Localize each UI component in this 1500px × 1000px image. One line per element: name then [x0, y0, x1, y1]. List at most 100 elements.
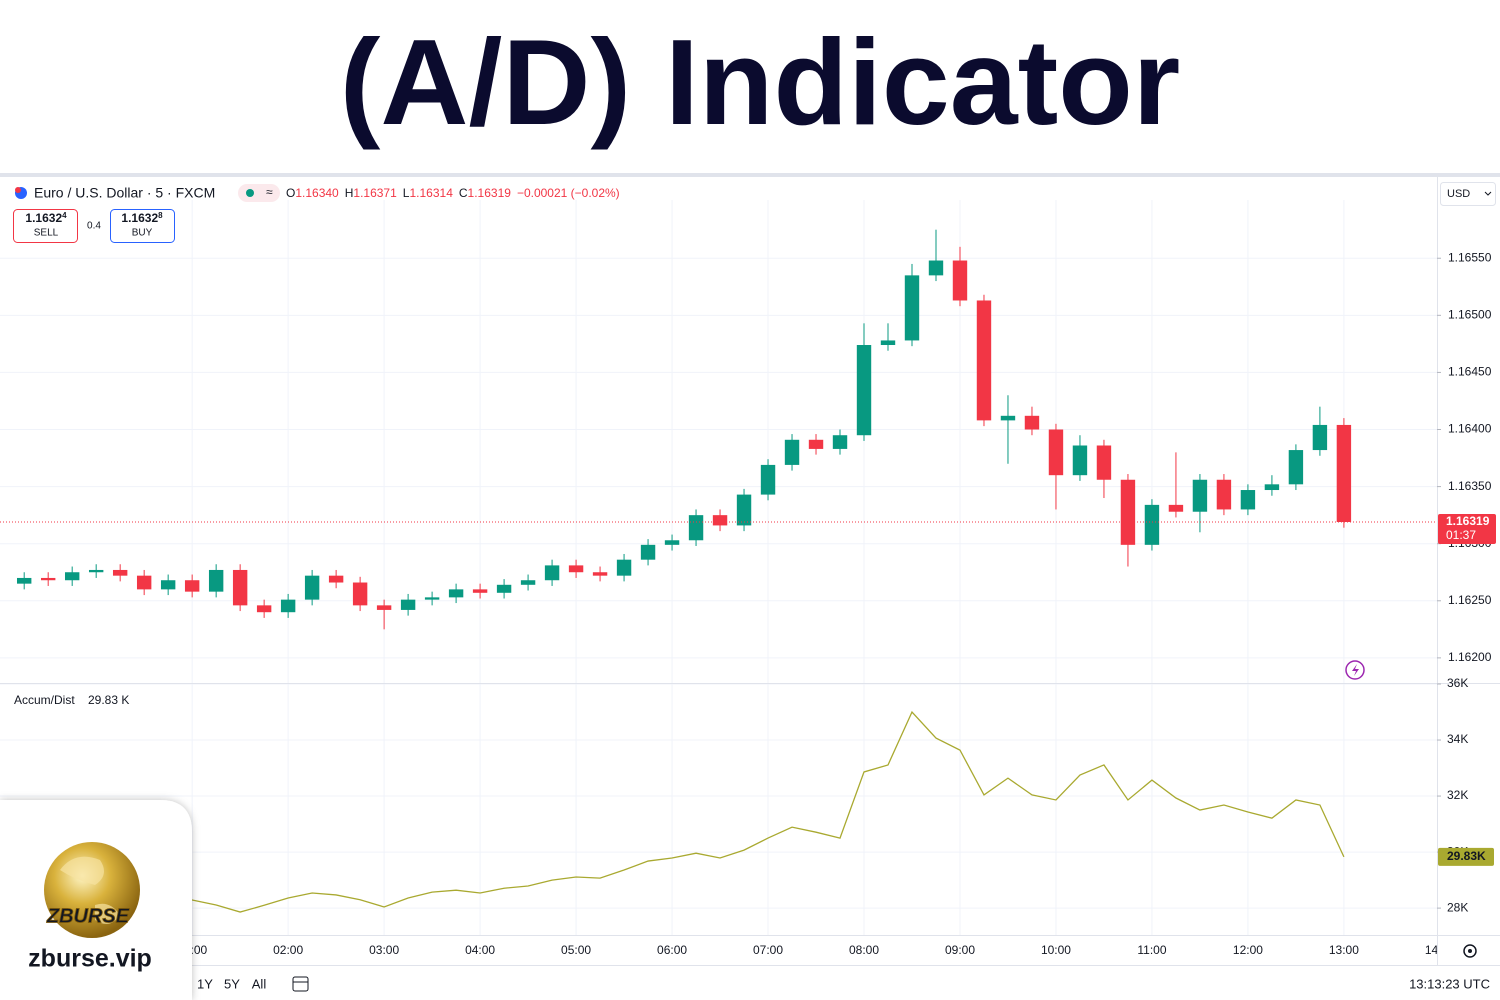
x-tick-label: 09:00 [945, 943, 975, 957]
candle-body [640, 544, 656, 560]
candle-body [1000, 415, 1016, 421]
candle-body [256, 605, 272, 613]
candle-body [736, 494, 752, 526]
candle-body [904, 275, 920, 341]
candle-body [448, 589, 464, 598]
candle-body [304, 575, 320, 600]
x-tick-label: 12:00 [1233, 943, 1263, 957]
candle-body [976, 300, 992, 421]
candle-body [1096, 445, 1112, 480]
sell-button[interactable] [13, 209, 78, 243]
ad-plot [24, 710, 1345, 913]
x-tick-label: 11:00 [1137, 943, 1166, 957]
symbol-name[interactable]: Euro / U.S. Dollar · 5 · FXCM [34, 185, 215, 201]
candle-body [1264, 484, 1280, 491]
market-open-dot [246, 189, 254, 197]
ohlc-key: C [459, 186, 468, 200]
logo-brand: ZBURSE [46, 905, 130, 927]
x-tick-label: 14:00 [1425, 943, 1455, 957]
candle-body [1144, 504, 1160, 545]
candle-body [112, 569, 128, 576]
candle-body [1024, 415, 1040, 430]
ohlc-text: O1.16340 H1.16371 L1.16314 C1.16319 −0.00021… [286, 186, 620, 200]
candle-body [664, 540, 680, 545]
last-value-label: 29.83K [1447, 849, 1486, 863]
range-button[interactable]: All [252, 976, 267, 991]
spread: 0.4 [87, 221, 101, 232]
candle-body [1048, 429, 1064, 476]
currency-button[interactable] [1440, 182, 1496, 206]
y-tick-label: 1.16400 [1448, 422, 1492, 436]
candle-body [184, 580, 200, 592]
candle-body [496, 584, 512, 593]
sell-price[interactable]: 1.16324 [25, 211, 67, 225]
y-tick-label: 36K [1447, 676, 1468, 690]
price-pip: 4 [62, 211, 67, 220]
alert-bolt [1352, 664, 1359, 676]
status-pill[interactable] [238, 184, 280, 202]
candle-body [280, 599, 296, 613]
candle-body [352, 582, 368, 606]
candle-body [1192, 479, 1208, 512]
price-main: 1.1632 [121, 211, 158, 225]
buy-label[interactable]: BUY [132, 228, 153, 239]
candle-body [784, 439, 800, 465]
candle-body [64, 572, 80, 581]
indicator-name[interactable]: Accum/Dist [14, 693, 75, 707]
candle-body [16, 577, 32, 584]
range-button[interactable]: 1Y [197, 976, 213, 991]
ohlc-value: 1.16340 [295, 186, 339, 200]
candle-body [1240, 490, 1256, 510]
calendar-icon[interactable] [292, 976, 309, 992]
candle-body [688, 515, 704, 541]
x-tick-label: 02:00 [273, 943, 303, 957]
candle-body [400, 599, 416, 610]
candle-body [1072, 445, 1088, 476]
symbol-flag-dot [15, 187, 21, 193]
currency-caret [1484, 191, 1492, 196]
ohlc-value: 1.16371 [353, 186, 397, 200]
settings-icon-center [1468, 949, 1472, 953]
x-tick-label: 04:00 [465, 943, 495, 957]
y-tick-label: 32K [1447, 788, 1468, 802]
price-main: 1.1632 [25, 211, 62, 225]
range-buttons: 1Y 5Y All [197, 976, 266, 991]
candle-body [1312, 424, 1328, 451]
ohlc-value: 1.16319 [468, 186, 512, 200]
currency[interactable]: USD [1447, 188, 1470, 200]
x-tick-label: 06:00 [657, 943, 687, 957]
candle-body [760, 464, 776, 495]
candle-body [880, 340, 896, 346]
buy-price[interactable]: 1.16328 [121, 211, 163, 225]
ad-grid [0, 684, 1437, 935]
countdown: 01:37 [1446, 528, 1476, 542]
sell-label[interactable]: SELL [34, 228, 59, 239]
candle-body [856, 345, 872, 436]
candle-body [232, 569, 248, 606]
candle-body [808, 439, 824, 449]
x-tick-label: 03:00 [369, 943, 399, 957]
last-value-tag [1438, 847, 1494, 866]
range-button[interactable]: 5Y [224, 976, 240, 991]
candle-body [160, 580, 176, 590]
candle-body [928, 260, 944, 276]
y-tick-label: 1.16500 [1448, 307, 1492, 321]
candle-body [424, 597, 440, 600]
last-price-label: 1.16319 [1446, 514, 1490, 528]
frame-border [0, 173, 1500, 177]
candle-body [1216, 479, 1232, 510]
candle-body [1288, 450, 1304, 485]
y-tick-label: 1.16200 [1448, 650, 1492, 664]
buy-button[interactable] [110, 209, 175, 243]
x-tick-label: 07:00 [753, 943, 783, 957]
ohlc-legend: O1.16340 H1.16371 L1.16314 C1.16319 −0.00021… [286, 186, 620, 200]
candle-body [1336, 424, 1352, 522]
y-tick-label: 28K [1447, 900, 1468, 914]
candle-body [40, 577, 56, 581]
x-tick-label: 13:00 [1329, 943, 1359, 957]
settings-icon[interactable] [1463, 944, 1477, 958]
page-title: (A/D) Indicator [340, 14, 1180, 150]
logo-continents [60, 856, 120, 924]
